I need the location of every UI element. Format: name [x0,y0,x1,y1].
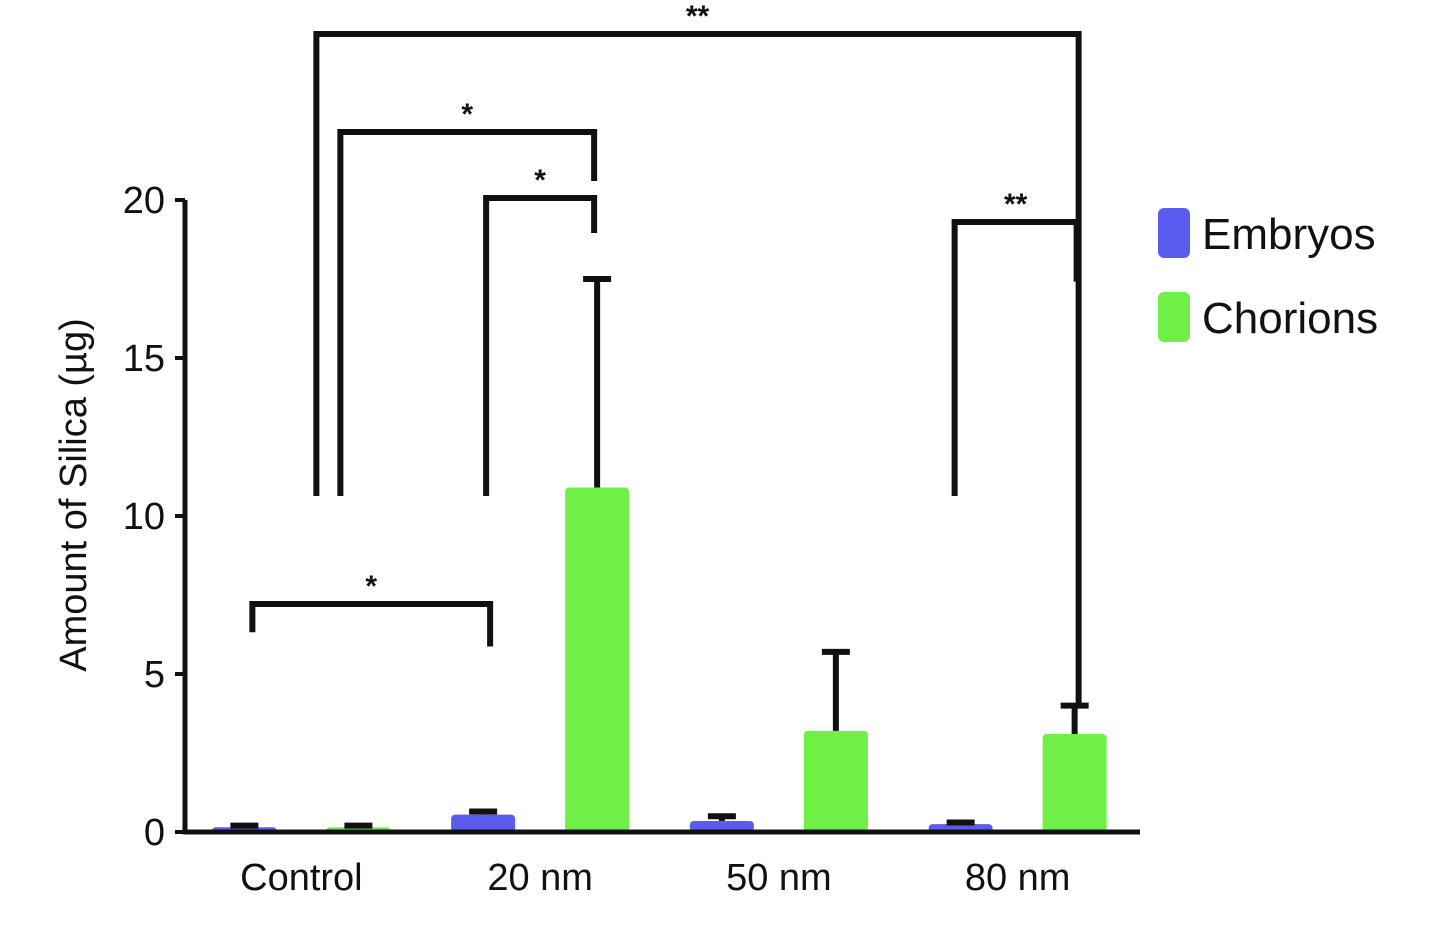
sig-80nm-embryos-vs-chorions-label: ** [1004,188,1028,221]
sig-control-vs-20nm-embryos-bracket [249,601,494,647]
sig-control-vs-20nm-embryos-label: * [365,570,377,603]
x-category-label-3: 80 nm [965,857,1071,899]
y-tick-label-3: 15 [123,338,165,380]
sig-20nm-embryos-vs-chorions-bracket [483,195,598,496]
bar-chorions-1 [565,487,630,832]
sig-80nm-embryos-vs-chorions-bracket [951,219,1080,496]
legend-swatch-embryos [1158,208,1190,258]
sig-control-vs-80nm-chorions-label: ** [686,0,710,33]
y-axis-title: Amount of Silica (µg) [53,318,95,671]
y-tick-label-4: 20 [123,180,165,222]
sig-control-vs-20nm-chorions-bracket [337,129,598,496]
y-tick-label-0: 0 [144,812,165,854]
legend-label-chorions: Chorions [1202,294,1378,343]
legend-label-embryos: Embryos [1202,210,1376,259]
y-tick-label-2: 10 [123,496,165,538]
x-category-label-1: 20 nm [487,857,593,899]
x-category-label-2: 50 nm [726,857,832,899]
x-category-label-0: Control [240,857,363,899]
y-tick-label-1: 5 [144,654,165,696]
sig-control-vs-20nm-chorions-label: * [461,98,473,131]
bar-embryos-2 [689,820,754,832]
sig-control-vs-80nm-chorions-bracket [313,31,1082,708]
bar-chorions-3 [1042,734,1107,832]
sig-20nm-embryos-vs-chorions-label: * [534,164,546,197]
legend-swatch-chorions [1158,292,1190,342]
bar-chorions-2 [803,730,868,832]
bar-embryos-1 [451,814,516,832]
